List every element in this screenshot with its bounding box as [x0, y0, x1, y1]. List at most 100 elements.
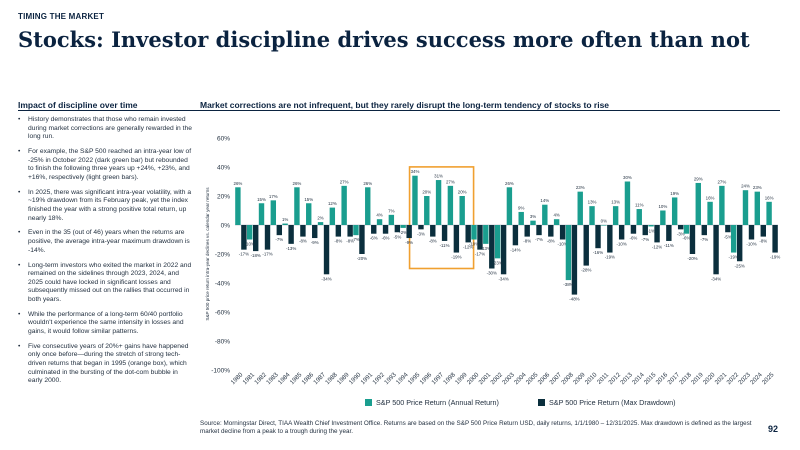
- y-tick-label: -100%: [211, 368, 230, 375]
- x-tick-label: 1995: [407, 371, 422, 386]
- y-tick-label: 0%: [221, 223, 231, 230]
- legend-swatch-annual: [365, 399, 372, 406]
- max-drawdown-label: -34%: [711, 276, 721, 281]
- max-drawdown-label: -17%: [475, 252, 485, 257]
- legend-label-annual: S&P 500 Price Return (Annual Return): [376, 398, 499, 407]
- x-tick-label: 2018: [678, 371, 693, 386]
- x-tick-label: 1982: [253, 371, 268, 386]
- bullet-list: History demonstrates that those who rema…: [18, 116, 194, 392]
- x-tick-label: 1985: [289, 371, 304, 386]
- max-drawdown-bar: [654, 225, 660, 243]
- annual-return-label: 1%: [282, 217, 288, 222]
- left-panel-heading: Impact of discipline over time: [18, 100, 138, 110]
- annual-return-bar: [636, 209, 642, 225]
- annual-return-label: -38%: [563, 282, 573, 287]
- max-drawdown-bar: [453, 225, 460, 253]
- x-tick-label: 2004: [513, 371, 528, 386]
- annual-return-bar: [353, 225, 359, 236]
- annual-return-label: -6%: [683, 236, 691, 241]
- x-tick-label: 2016: [655, 371, 670, 386]
- max-drawdown-bar: [736, 225, 743, 262]
- bullet-item: Even in the 35 (out of 46) years when th…: [18, 229, 194, 255]
- max-drawdown-label: -6%: [630, 236, 638, 241]
- annual-return-label: 14%: [540, 198, 549, 203]
- annual-return-label: 0%: [601, 219, 607, 224]
- x-tick-label: 2009: [572, 371, 587, 386]
- max-drawdown-bar: [441, 225, 448, 241]
- y-tick-label: -80%: [215, 339, 230, 346]
- max-drawdown-label: -9%: [311, 240, 319, 245]
- annual-return-bar: [294, 187, 300, 225]
- annual-return-bar: [447, 185, 454, 225]
- annual-return-label: 31%: [434, 174, 443, 179]
- annual-return-label: 20%: [422, 190, 431, 195]
- y-tick-label: 40%: [217, 165, 230, 172]
- x-tick-label: 1981: [241, 371, 256, 386]
- max-drawdown-label: -19%: [451, 255, 461, 260]
- y-tick-label: 60%: [217, 136, 230, 143]
- annual-return-bar: [282, 223, 288, 225]
- x-tick-label: 1990: [348, 371, 363, 386]
- annual-return-bar: [742, 190, 749, 225]
- annual-return-label: 27%: [340, 179, 349, 184]
- annual-return-label: 24%: [741, 184, 750, 189]
- annual-return-label: 15%: [257, 197, 266, 202]
- max-drawdown-bar: [689, 225, 696, 254]
- annual-return-bar: [341, 185, 347, 225]
- max-drawdown-bar: [500, 225, 507, 275]
- x-tick-label: 2020: [702, 371, 717, 386]
- max-drawdown-label: -19%: [770, 255, 780, 260]
- annual-return-bar: [247, 225, 253, 240]
- x-tick-label: 2008: [560, 371, 575, 386]
- x-tick-label: 2001: [478, 371, 493, 386]
- x-tick-label: 2015: [643, 371, 658, 386]
- annual-return-label: 23%: [753, 185, 762, 190]
- max-drawdown-bar: [725, 225, 731, 233]
- max-drawdown-bar: [347, 225, 353, 237]
- annual-return-bar: [388, 214, 395, 225]
- bullet-item: Five consecutive years of 20%+ gains hav…: [18, 343, 194, 386]
- max-drawdown-label: -8%: [346, 239, 354, 244]
- max-drawdown-label: -5%: [393, 234, 401, 239]
- max-drawdown-bar: [359, 225, 365, 254]
- max-drawdown-label: -20%: [687, 256, 697, 261]
- highlight-box: [408, 166, 475, 270]
- max-drawdown-label: -11%: [664, 243, 674, 248]
- annual-return-label: 26%: [363, 181, 372, 186]
- annual-return-bar: [719, 185, 725, 225]
- max-drawdown-label: -30%: [487, 271, 497, 276]
- max-drawdown-bar: [253, 225, 259, 252]
- annual-return-label: 13%: [588, 200, 597, 205]
- eyebrow-label: TIMING THE MARKET: [18, 12, 105, 21]
- max-drawdown-label: -8%: [759, 239, 767, 244]
- max-drawdown-label: -12%: [463, 244, 473, 249]
- max-drawdown-bar: [760, 225, 766, 237]
- annual-return-label: 16%: [765, 195, 774, 200]
- annual-return-bar: [412, 175, 418, 225]
- x-tick-label: 2010: [584, 371, 599, 386]
- annual-return-label: 27%: [717, 179, 726, 184]
- annual-return-label: 30%: [623, 175, 632, 180]
- max-drawdown-bar: [772, 225, 778, 253]
- max-drawdown-label: -17%: [262, 252, 272, 257]
- x-tick-label: 1999: [454, 371, 469, 386]
- max-drawdown-label: -8%: [334, 239, 342, 244]
- annual-return-label: -7%: [352, 237, 360, 242]
- max-drawdown-label: -13%: [286, 246, 296, 251]
- x-tick-label: 1992: [371, 371, 386, 386]
- max-drawdown-label: -34%: [321, 276, 331, 281]
- annual-return-bar: [483, 225, 489, 244]
- max-drawdown-bar: [666, 225, 672, 241]
- x-tick-label: 1986: [300, 371, 315, 386]
- annual-return-label: -23%: [492, 260, 502, 265]
- x-tick-label: 2017: [666, 371, 681, 386]
- annual-return-bar: [754, 191, 760, 225]
- annual-return-label: -13%: [481, 246, 491, 251]
- annual-return-bar: [306, 203, 312, 225]
- max-drawdown-bar: [713, 225, 719, 275]
- annual-return-label: 26%: [234, 181, 243, 186]
- bullet-item: History demonstrates that those who rema…: [18, 116, 194, 142]
- max-drawdown-label: -20%: [357, 256, 367, 261]
- annual-return-bar: [683, 225, 690, 234]
- annual-return-bar: [624, 181, 631, 225]
